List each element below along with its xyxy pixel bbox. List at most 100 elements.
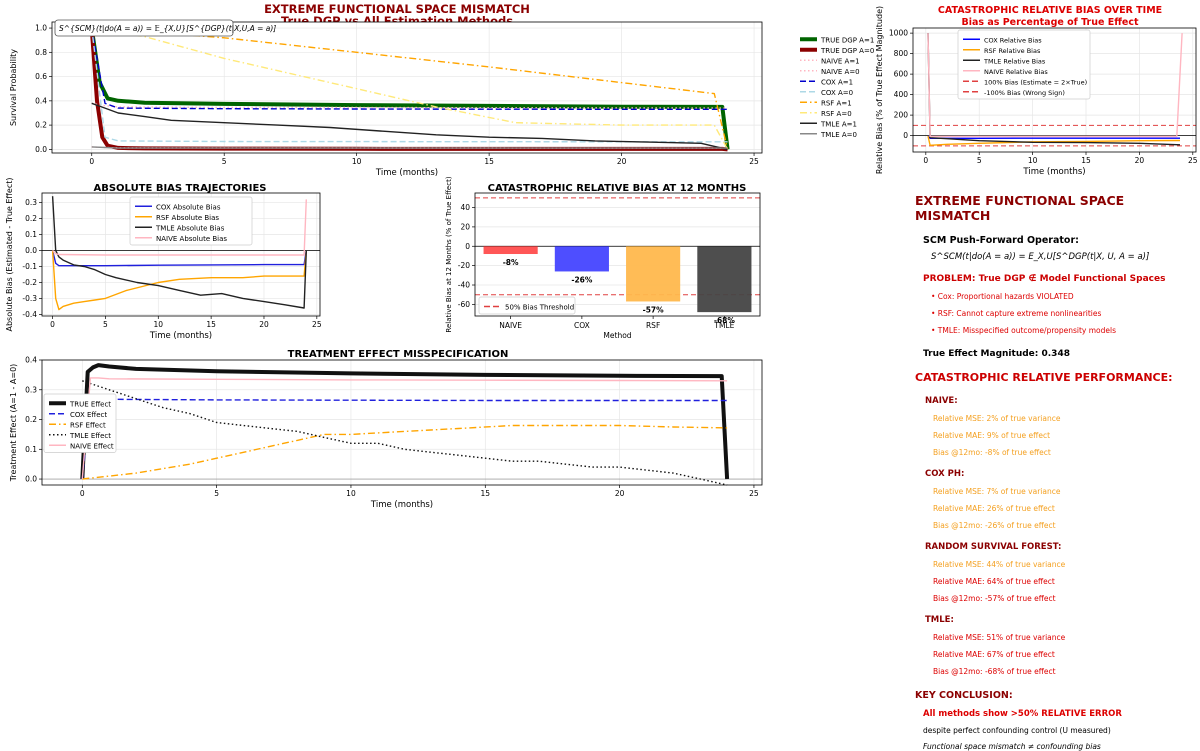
series-line	[927, 33, 1181, 146]
bar	[483, 246, 538, 255]
x-axis-label: Time (months)	[1022, 167, 1085, 177]
x-tick-label: TMLE	[713, 321, 734, 330]
chart-subtitle: Bias as Percentage of True Effect	[961, 17, 1139, 28]
y-tick-label: 0.3	[25, 198, 37, 207]
method-name: RANDOM SURVIVAL FOREST:	[925, 542, 1062, 552]
series-line	[82, 380, 728, 486]
legend-label: NAIVE A=0	[821, 68, 860, 76]
y-tick-label: 600	[894, 70, 909, 79]
y-axis-label: Relative Bias at 12 Months (% of True Ef…	[445, 176, 453, 332]
method-metric: Relative MSE: 2% of true variance	[933, 414, 1061, 423]
legend-label: RSF Relative Bias	[984, 47, 1041, 55]
legend-box	[478, 296, 576, 315]
y-tick-label: 0.0	[25, 475, 37, 484]
y-tick-label: 800	[894, 49, 909, 58]
method-metric: Bias @12mo: -26% of true effect	[933, 521, 1056, 530]
method-name: TMLE:	[925, 615, 954, 625]
y-tick-label: 0	[465, 242, 470, 251]
legend-label: COX Absolute Bias	[156, 203, 221, 211]
method-metric: Relative MAE: 26% of true effect	[933, 504, 1055, 513]
legend-box	[129, 196, 253, 246]
y-tick-label: -60	[458, 300, 470, 309]
y-tick-label: -0.1	[22, 262, 37, 271]
chart-title: ABSOLUTE BIAS TRAJECTORIES	[93, 183, 266, 194]
y-axis-label: Relative Bias (% of True Effect Magnitud…	[875, 6, 884, 174]
series-line	[51, 250, 307, 267]
legend-label: TRUE DGP A=0	[820, 47, 874, 55]
method-metric: Relative MAE: 64% of true effect	[933, 577, 1055, 586]
key-conclusion-title: KEY CONCLUSION:	[915, 690, 1013, 701]
scm-formula: S^SCM(t|do(A = a)) = E_X,U[S^DGP(t|X, U,…	[931, 252, 1150, 262]
method-metric: Relative MSE: 44% of true variance	[933, 560, 1066, 569]
y-tick-label: -40	[458, 281, 470, 290]
x-tick-label: 15	[1081, 156, 1091, 165]
method-metric: Relative MAE: 9% of true effect	[933, 431, 1051, 440]
x-tick-label: 20	[259, 320, 269, 329]
x-tick-label: COX	[574, 321, 590, 330]
method-metric: Bias @12mo: -57% of true effect	[933, 594, 1056, 603]
legend-label: TMLE Effect	[69, 432, 111, 440]
x-tick-label: 0	[50, 320, 55, 329]
legend-label: NAIVE Relative Bias	[984, 68, 1048, 76]
y-tick-label: -0.4	[22, 310, 37, 319]
x-axis-label: Time (months)	[149, 331, 212, 341]
series-line	[89, 27, 730, 150]
plot-border	[474, 192, 761, 317]
y-tick-label: 0.4	[25, 356, 37, 365]
y-tick-label: 0.0	[35, 145, 47, 154]
method-list: NAIVE: Relative MSE: 2% of true variance R…	[905, 396, 1197, 676]
bar-value-label: -68%	[714, 316, 736, 325]
legend-box	[43, 393, 117, 453]
legend-label: RSF A=1	[821, 99, 852, 107]
legend-label: COX A=1	[821, 78, 853, 86]
x-tick-label: 20	[1135, 156, 1145, 165]
key-conclusion-line: All methods show >50% RELATIVE ERROR	[923, 709, 1122, 719]
x-tick-label: 25	[312, 320, 322, 329]
bar	[697, 246, 752, 313]
y-tick-label: 40	[460, 203, 470, 212]
legend-label: 100% Bias (Estimate = 2×True)	[984, 78, 1087, 86]
summary-title: EXTREME FUNCTIONAL SPACE MISMATCH	[915, 193, 1125, 223]
series-line	[91, 27, 729, 150]
plot-border	[912, 27, 1197, 153]
x-tick-label: 10	[352, 157, 362, 166]
series-line	[81, 377, 728, 480]
x-tick-label: 5	[977, 156, 982, 165]
legend-label: TRUE Effect	[69, 400, 111, 408]
x-tick-label: 0	[923, 156, 928, 165]
series-line	[91, 28, 728, 143]
legend-label: NAIVE A=1	[821, 57, 860, 65]
problem-bullet: • Cox: Proportional hazards VIOLATED	[931, 292, 1074, 301]
legend-label: COX A=0	[821, 89, 853, 97]
chart-title: TREATMENT EFFECT MISSPECIFICATION	[288, 349, 509, 360]
x-axis-label: Time (months)	[375, 168, 438, 178]
bar	[554, 246, 609, 272]
bar-value-label: -57%	[643, 305, 665, 314]
y-tick-label: 0.1	[25, 445, 37, 454]
series-line	[82, 424, 728, 480]
method-metric: Bias @12mo: -8% of true effect	[933, 448, 1051, 457]
y-tick-label: -0.2	[22, 278, 37, 287]
x-tick-label: 15	[206, 320, 216, 329]
x-tick-label: 5	[103, 320, 108, 329]
y-tick-label: 0.6	[35, 72, 47, 81]
chart-title: CATASTROPHIC RELATIVE BIAS OVER TIME	[938, 5, 1162, 16]
key-conclusion-line: despite perfect confounding control (U m…	[923, 726, 1111, 735]
y-tick-label: 0.1	[25, 230, 37, 239]
y-tick-label: 0.4	[35, 96, 47, 105]
legend-label: TMLE A=0	[820, 131, 857, 139]
series-line	[91, 102, 728, 109]
series-line	[91, 27, 728, 111]
bar-value-label: -8%	[503, 258, 519, 267]
x-tick-label: 5	[222, 157, 227, 166]
method-metric: Bias @12mo: -68% of true effect	[933, 667, 1056, 676]
method-name: COX PH:	[925, 469, 965, 479]
true-effect-magnitude: True Effect Magnitude: 0.348	[923, 349, 1070, 359]
formula-annotation: S^{SCM}(t|do(A = a)) = 𝔼_{X,U}[S^{DGP}(t…	[59, 24, 276, 33]
x-tick-label: NAIVE	[499, 321, 522, 330]
legend-label: NAIVE Absolute Bias	[156, 235, 227, 243]
series-line	[927, 33, 1183, 138]
bar	[626, 246, 681, 302]
y-tick-label: -0.3	[22, 294, 37, 303]
